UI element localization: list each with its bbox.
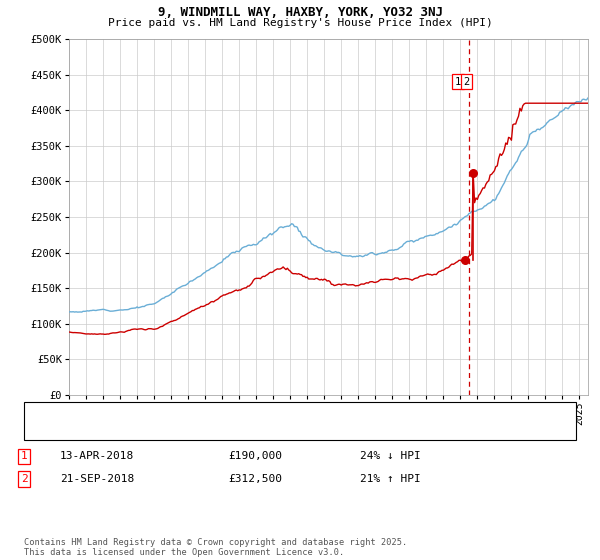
Point [460,255,470,264]
Text: Contains HM Land Registry data © Crown copyright and database right 2025.
This d: Contains HM Land Registry data © Crown c… [24,538,407,557]
Text: 1: 1 [20,451,28,461]
Text: HPI: Average price, semi-detached house, York: HPI: Average price, semi-detached house,… [69,425,334,435]
Text: 21-SEP-2018: 21-SEP-2018 [60,474,134,484]
Point [468,168,478,177]
Text: £190,000: £190,000 [228,451,282,461]
Text: 9, WINDMILL WAY, HAXBY, YORK, YO32 3NJ: 9, WINDMILL WAY, HAXBY, YORK, YO32 3NJ [157,6,443,18]
Text: £312,500: £312,500 [228,474,282,484]
Text: 2: 2 [20,474,28,484]
Text: 9, WINDMILL WAY, HAXBY, YORK, YO32 3NJ (semi-detached house): 9, WINDMILL WAY, HAXBY, YORK, YO32 3NJ (… [69,407,421,417]
Text: Price paid vs. HM Land Registry's House Price Index (HPI): Price paid vs. HM Land Registry's House … [107,18,493,29]
Text: 21% ↑ HPI: 21% ↑ HPI [360,474,421,484]
Text: 1: 1 [455,77,461,87]
Text: 24% ↓ HPI: 24% ↓ HPI [360,451,421,461]
Text: 13-APR-2018: 13-APR-2018 [60,451,134,461]
Text: 2: 2 [463,77,469,87]
